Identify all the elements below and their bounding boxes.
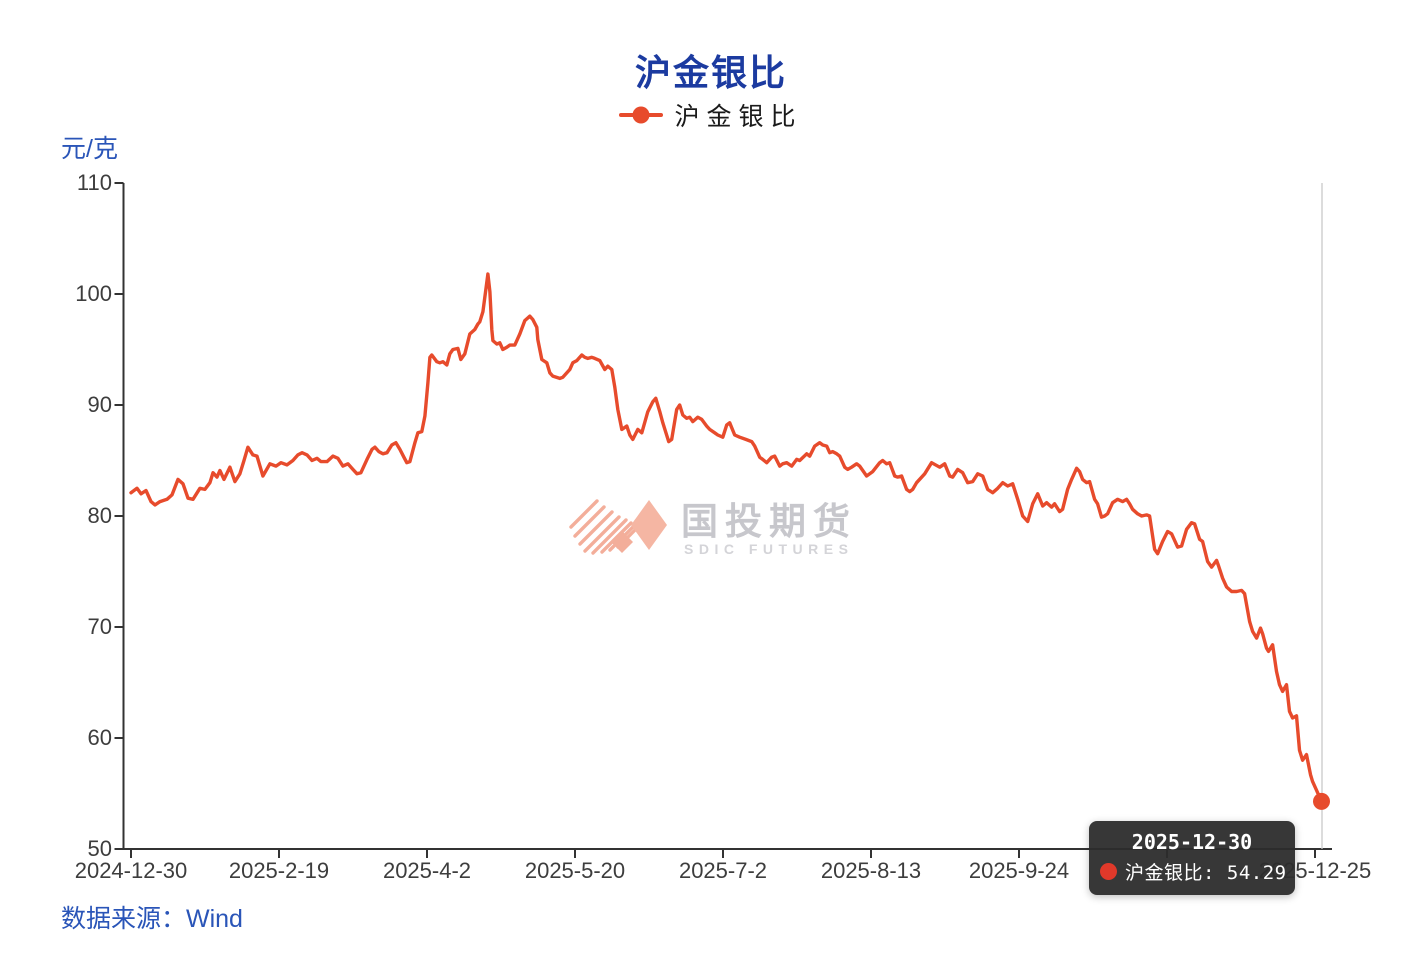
watermark-en-text: SDIC FUTURES — [684, 541, 853, 557]
x-axis-label: 2025-8-13 — [820, 858, 922, 883]
y-axis-label: 90 — [87, 392, 112, 417]
tooltip-series-value: 沪金银比: 54.29 — [1125, 862, 1287, 884]
legend-item[interactable]: 沪金银比 — [0, 97, 1422, 133]
tooltip-series-dot-icon — [1100, 863, 1117, 880]
legend-line-marker-icon — [619, 106, 664, 124]
watermark: 国投期货 SDIC FUTURES — [569, 499, 857, 557]
x-axis-label: 2025-5-20 — [524, 858, 626, 883]
y-axis-label: 100 — [75, 281, 112, 306]
x-axis-label: 2025-4-2 — [382, 858, 472, 883]
data-source-label: 数据来源：Wind — [61, 905, 243, 933]
watermark-cn-text: 国投期货 — [681, 501, 857, 542]
y-axis-unit-label: 元/克 — [61, 135, 118, 163]
y-axis-label: 70 — [87, 614, 112, 639]
last-point-dot[interactable] — [1313, 792, 1330, 810]
y-axis-label: 80 — [87, 503, 112, 528]
tooltip-series-row: 沪金银比: 54.29 — [1089, 858, 1295, 885]
y-axis-label: 60 — [87, 725, 112, 750]
legend-dot-icon — [632, 106, 650, 124]
y-axis-label: 50 — [87, 836, 112, 861]
x-axis-label: 2025-7-2 — [678, 858, 768, 883]
tooltip: 2025-12-30 沪金银比: 54.29 — [1089, 821, 1295, 895]
tooltip-date: 2025-12-30 — [1131, 830, 1253, 854]
series-line[interactable] — [129, 272, 1324, 804]
watermark-logo-small-diamond-icon — [611, 531, 633, 553]
y-axis-label: 110 — [76, 170, 112, 195]
x-axis-label: 2025-9-24 — [968, 858, 1070, 883]
watermark-logo-diamond-icon — [631, 500, 667, 550]
page-title: 沪金银比 — [634, 52, 787, 93]
legend-label: 沪金银比 — [674, 104, 803, 131]
x-axis-label: 2024-12-30 — [74, 858, 188, 883]
x-axis-label: 2025-2-19 — [228, 858, 330, 883]
